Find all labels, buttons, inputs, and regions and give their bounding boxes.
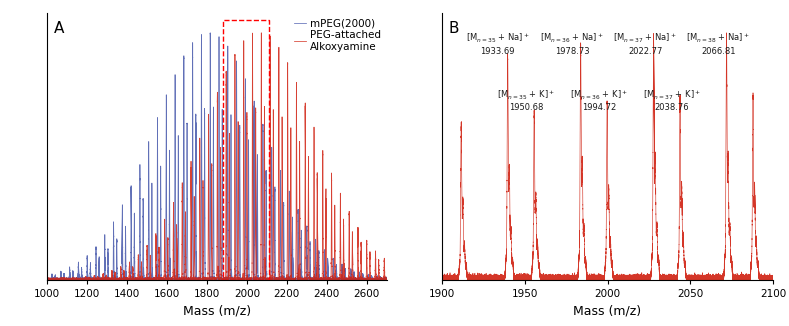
mPEG(2000) <box>222 278 231 282</box>
PEG-attached
Alkoxyamine <box>335 277 345 281</box>
PEG-attached
Alkoxyamine <box>114 278 123 282</box>
PEG-attached
Alkoxyamine <box>256 31 266 35</box>
mPEG(2000) <box>205 31 215 35</box>
Line: mPEG(2000): mPEG(2000) <box>47 33 387 280</box>
PEG-attached
Alkoxyamine <box>337 278 346 282</box>
Text: [M$_{n=37}$ + Na]$^+$
2022.77: [M$_{n=37}$ + Na]$^+$ 2022.77 <box>613 32 677 56</box>
mPEG(2000) <box>201 278 211 282</box>
mPEG(2000) <box>126 201 136 205</box>
Line: PEG-attached
Alkoxyamine: PEG-attached Alkoxyamine <box>47 33 387 280</box>
PEG-attached
Alkoxyamine <box>43 277 52 281</box>
mPEG(2000) <box>337 264 346 268</box>
Text: [M$_{n=36}$ + Na]$^+$
1978.73: [M$_{n=36}$ + Na]$^+$ 1978.73 <box>540 32 604 56</box>
mPEG(2000) <box>43 278 52 282</box>
PEG-attached
Alkoxyamine <box>83 277 92 281</box>
PEG-attached
Alkoxyamine <box>126 278 136 282</box>
Text: [M$_{n=37}$ + K]$^+$
2038.76: [M$_{n=37}$ + K]$^+$ 2038.76 <box>643 88 701 112</box>
Text: [M$_{n=35}$ + K]$^+$
1950.68: [M$_{n=35}$ + K]$^+$ 1950.68 <box>497 88 555 112</box>
mPEG(2000) <box>335 278 345 282</box>
mPEG(2000) <box>83 271 92 275</box>
PEG-attached
Alkoxyamine <box>382 276 391 280</box>
Text: A: A <box>54 21 65 36</box>
Bar <box>223 21 269 280</box>
PEG-attached
Alkoxyamine <box>217 277 226 281</box>
X-axis label: Mass (m/z): Mass (m/z) <box>183 305 251 318</box>
Text: [M$_{n=36}$ + K]$^+$
1994.72: [M$_{n=36}$ + K]$^+$ 1994.72 <box>570 88 628 112</box>
Text: [M$_{n=35}$ + Na]$^+$
1933.69: [M$_{n=35}$ + Na]$^+$ 1933.69 <box>466 32 529 56</box>
X-axis label: Mass (m/z): Mass (m/z) <box>574 305 641 318</box>
mPEG(2000) <box>217 277 226 281</box>
Text: [M$_{n=38}$ + Na]$^+$
2066.81: [M$_{n=38}$ + Na]$^+$ 2066.81 <box>686 32 750 56</box>
Text: B: B <box>448 21 459 36</box>
Legend: mPEG(2000), PEG-attached
Alkoxyamine: mPEG(2000), PEG-attached Alkoxyamine <box>294 18 381 52</box>
PEG-attached
Alkoxyamine <box>222 227 231 230</box>
mPEG(2000) <box>382 278 391 282</box>
